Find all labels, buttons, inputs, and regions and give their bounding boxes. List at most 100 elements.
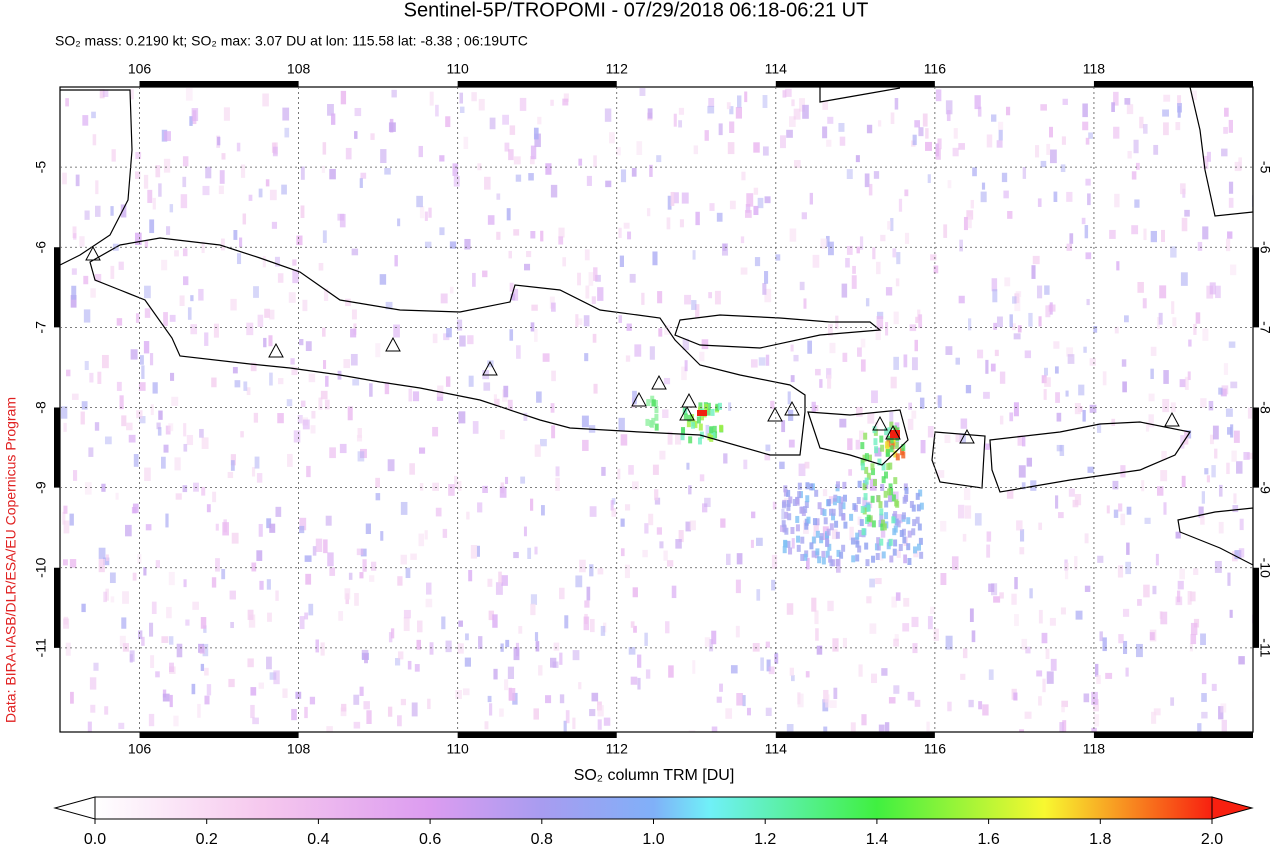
volcano — [85, 245, 101, 261]
so2-pixel — [144, 308, 151, 318]
so2-pixel — [993, 322, 997, 330]
so2-pixel — [775, 254, 781, 261]
so2-pixel — [888, 462, 893, 470]
so2-pixel — [947, 180, 952, 189]
so2-pixel — [919, 551, 924, 559]
so2-pixel — [199, 428, 204, 438]
so2-pixel — [1031, 265, 1036, 279]
so2-pixel — [445, 116, 451, 128]
so2-pixel — [644, 632, 648, 646]
so2-pixel — [788, 439, 795, 448]
so2-pixel — [400, 501, 408, 515]
so2-pixel — [1211, 683, 1217, 691]
so2-pixel — [69, 513, 74, 526]
so2-pixel — [1200, 515, 1205, 525]
so2-pixel — [71, 393, 79, 400]
so2-pixel — [955, 434, 963, 443]
so2-pixel — [105, 588, 109, 601]
so2-pixel — [584, 600, 590, 608]
so2-pixel — [744, 210, 752, 218]
so2-pixel — [1151, 711, 1157, 724]
so2-pixel — [535, 641, 540, 652]
lat-label-left: -11 — [33, 638, 49, 657]
so2-pixel — [630, 621, 635, 628]
so2-pixel — [1044, 285, 1050, 295]
so2-pixel — [831, 513, 836, 521]
so2-pixel — [519, 97, 527, 111]
so2-pixel — [990, 363, 996, 372]
so2-pixel — [1193, 568, 1199, 575]
so2-pixel — [75, 174, 80, 187]
so2-pixel — [927, 174, 931, 184]
so2-pixel — [898, 198, 903, 212]
so2-pixel — [1126, 104, 1134, 115]
so2-pixel — [809, 483, 814, 491]
so2-pixel — [1228, 341, 1236, 348]
so2-pixel — [365, 523, 371, 535]
so2-pixel — [534, 444, 541, 457]
so2-pixel — [827, 600, 834, 612]
so2-pixel — [80, 411, 85, 425]
so2-pixel — [893, 511, 898, 519]
so2-pixel — [999, 371, 1006, 384]
so2-pixel — [211, 377, 217, 388]
so2-pixel — [848, 469, 853, 476]
so2-pixel — [1082, 103, 1088, 118]
so2-pixel — [884, 500, 889, 508]
so2-pixel — [648, 513, 654, 526]
so2-pixel — [563, 93, 569, 102]
so2-pixel — [803, 506, 808, 514]
so2-pixel — [890, 430, 900, 438]
so2-pixel — [1072, 499, 1079, 508]
so2-pixel — [300, 166, 305, 180]
so2-pixel — [967, 216, 972, 229]
so2-pixel — [800, 553, 805, 561]
so2-pixel — [611, 508, 617, 517]
so2-pixel — [94, 273, 102, 282]
so2-pixel — [325, 375, 329, 387]
so2-pixel — [318, 262, 324, 271]
so2-pixel — [512, 288, 519, 301]
frame-bar — [457, 81, 617, 87]
so2-pixel — [507, 399, 513, 410]
so2-pixel — [1162, 398, 1170, 413]
so2-pixel — [584, 249, 590, 261]
so2-pixel — [419, 206, 425, 219]
so2-pixel — [918, 314, 923, 329]
so2-pixel — [876, 311, 884, 320]
so2-pixel — [144, 467, 151, 481]
so2-pixel — [988, 669, 994, 680]
so2-pixel — [849, 526, 854, 541]
so2-pixel — [770, 400, 775, 409]
colorbar-tick-label: 1.6 — [977, 831, 999, 848]
so2-pixel — [874, 446, 879, 454]
so2-pixel — [838, 502, 843, 510]
so2-pixel — [150, 655, 155, 668]
colorbar-tick-label: 1.2 — [754, 831, 776, 848]
so2-pixel — [707, 105, 715, 114]
so2-pixel — [393, 324, 400, 338]
so2-pixel — [72, 226, 77, 239]
so2-pixel — [424, 241, 432, 249]
so2-pixel — [1247, 407, 1252, 419]
so2-pixel — [894, 422, 900, 431]
so2-pixel — [1163, 370, 1169, 384]
so2-pixel — [498, 571, 502, 584]
so2-pixel — [359, 686, 364, 696]
lon-label-top: 118 — [1083, 61, 1106, 77]
so2-pixel — [1227, 427, 1232, 435]
so2-pixel — [121, 415, 127, 427]
so2-pixel — [668, 665, 674, 678]
so2-pixel — [250, 362, 257, 372]
so2-pixel — [510, 293, 516, 301]
so2-pixel — [842, 352, 848, 362]
so2-pixel — [688, 730, 696, 732]
so2-pixel — [515, 174, 522, 182]
so2-pixel — [589, 708, 596, 717]
so2-pixel — [819, 533, 824, 541]
so2-pixel — [907, 557, 912, 565]
so2-pixel — [564, 615, 569, 629]
so2-pixel — [1068, 488, 1075, 497]
so2-pixel — [182, 156, 189, 167]
so2-pixel — [652, 251, 658, 266]
